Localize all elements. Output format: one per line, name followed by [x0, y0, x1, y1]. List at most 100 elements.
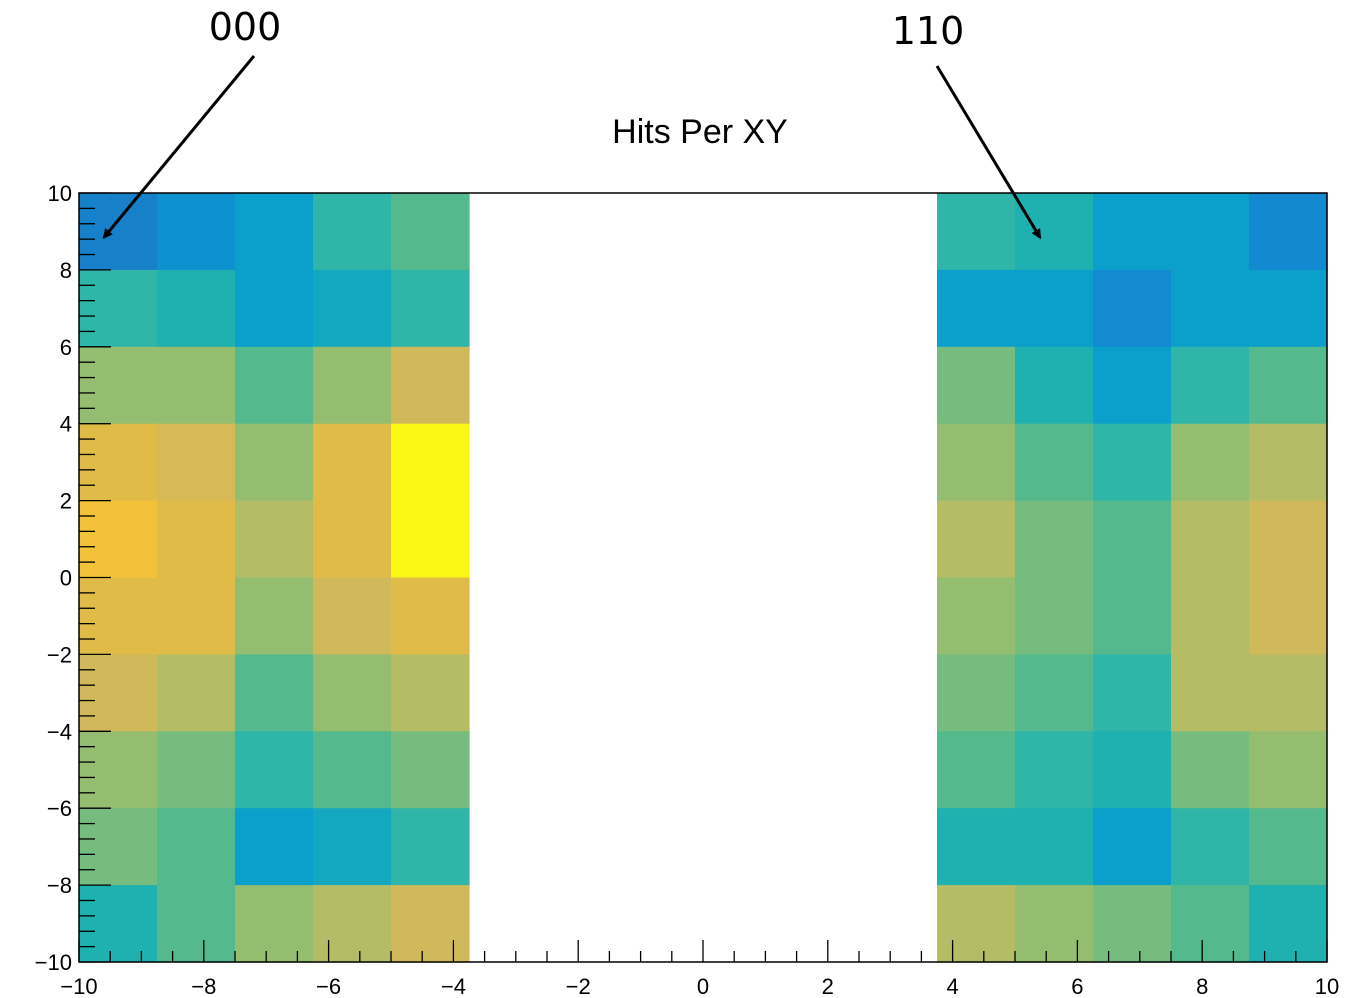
heatmap-cell: [1015, 423, 1094, 502]
x-tick-label: 6: [1071, 974, 1083, 998]
heatmap-cell: [1249, 500, 1328, 579]
heatmap-cell: [157, 193, 236, 271]
y-tick-label: −8: [47, 873, 72, 898]
heatmap-cell: [1093, 731, 1172, 809]
heatmap-cell: [1171, 500, 1250, 579]
heatmap-cell: [79, 500, 158, 579]
x-tick-label: 4: [946, 974, 958, 998]
y-tick-label: 10: [48, 181, 72, 206]
heatmap-cell: [235, 346, 314, 425]
heatmap-cell: [1093, 269, 1172, 348]
heatmap-cell: [937, 654, 1016, 732]
heatmap-cell: [1093, 654, 1172, 732]
heatmap-cell: [1249, 193, 1328, 271]
x-tick-label: 10: [1315, 974, 1339, 998]
heatmap-cell: [79, 423, 158, 502]
heatmap-cell: [1171, 346, 1250, 425]
heatmap-cell: [313, 654, 392, 732]
y-tick-label: −2: [47, 642, 72, 667]
heatmap-cell: [1249, 731, 1328, 809]
heatmap-cell: [937, 731, 1016, 809]
heatmap-cell: [235, 808, 314, 886]
heatmap-cell: [391, 269, 470, 348]
heatmap-cell: [313, 885, 392, 963]
y-tick-label: 0: [60, 566, 72, 591]
heatmap-cell: [157, 423, 236, 502]
x-axis: −10 −8 −6 −4 −2 0 2 4 6 8 10: [60, 940, 1339, 998]
annotation-arrow: [102, 55, 256, 239]
heatmap-cell: [235, 885, 314, 963]
heatmap-cell: [157, 577, 236, 655]
heatmap-cell: [391, 808, 470, 886]
heatmap-cell: [1171, 731, 1250, 809]
heatmap-cell: [157, 346, 236, 425]
heatmap-cell: [391, 577, 470, 655]
heatmap-cell: [1015, 577, 1094, 655]
heatmap-cell: [937, 193, 1016, 271]
chart-title: Hits Per XY: [612, 113, 788, 151]
heatmap-cell: [79, 885, 158, 963]
heatmap-cells: [79, 193, 1328, 963]
heatmap-cell: [937, 808, 1016, 886]
y-axis: −10 −8 −6 −4 −2 0 2 4 6 8 10: [35, 181, 111, 975]
x-tick-label: −2: [566, 974, 591, 998]
annotation-label: 110: [892, 9, 965, 53]
heatmap-cell: [937, 500, 1016, 579]
heatmap-cell: [1249, 346, 1328, 425]
heatmap-cell: [391, 731, 470, 809]
heatmap-cell: [235, 423, 314, 502]
x-tick-label: −6: [316, 974, 341, 998]
heatmap-cell: [391, 193, 470, 271]
y-tick-label: 6: [60, 335, 72, 360]
x-tick-label: −10: [60, 974, 97, 998]
heatmap-cell: [313, 500, 392, 579]
heatmap-cell: [1015, 500, 1094, 579]
heatmap-cell: [1171, 193, 1250, 271]
heatmap-cell: [313, 193, 392, 271]
heatmap-cell: [235, 500, 314, 579]
x-tick-label: −8: [191, 974, 216, 998]
heatmap-cell: [1015, 346, 1094, 425]
heatmap-cell: [1171, 885, 1250, 963]
y-tick-label: 2: [60, 489, 72, 514]
heatmap-cell: [937, 269, 1016, 348]
heatmap-cell: [235, 193, 314, 271]
heatmap-cell: [157, 269, 236, 348]
heatmap-cell: [1015, 731, 1094, 809]
heatmap-cell: [1093, 808, 1172, 886]
heatmap-cell: [1249, 577, 1328, 655]
y-tick-label: −6: [47, 796, 72, 821]
heatmap-cell: [1171, 577, 1250, 655]
heatmap-cell: [157, 885, 236, 963]
x-tick-label: −4: [441, 974, 466, 998]
heatmap-cell: [391, 346, 470, 425]
heatmap-cell: [391, 885, 470, 963]
heatmap-cell: [1171, 808, 1250, 886]
y-tick-label: −4: [47, 719, 72, 744]
heatmap-cell: [1015, 885, 1094, 963]
heatmap-cell: [1171, 269, 1250, 348]
heatmap-cell: [1249, 885, 1328, 963]
heatmap-cell: [1249, 808, 1328, 886]
annotations: 000 110: [102, 5, 1042, 240]
heatmap-cell: [157, 654, 236, 732]
y-tick-label: 4: [60, 412, 72, 437]
heatmap-cell: [391, 500, 470, 579]
heatmap-cell: [1171, 654, 1250, 732]
heatmap-cell: [1093, 500, 1172, 579]
heatmap-cell: [1171, 423, 1250, 502]
heatmap-cell: [1249, 269, 1328, 348]
heatmap-cell: [1015, 808, 1094, 886]
heatmap-cell: [235, 654, 314, 732]
x-tick-label: 2: [822, 974, 834, 998]
heatmap-cell: [313, 346, 392, 425]
heatmap-cell: [79, 193, 158, 271]
heatmap-cell: [79, 577, 158, 655]
annotation-label: 000: [209, 5, 282, 49]
heatmap-cell: [313, 577, 392, 655]
heatmap-cell: [313, 423, 392, 502]
heatmap-cell: [1093, 193, 1172, 271]
heatmap-cell: [937, 346, 1016, 425]
heatmap-cell: [1015, 654, 1094, 732]
heatmap-cell: [235, 269, 314, 348]
